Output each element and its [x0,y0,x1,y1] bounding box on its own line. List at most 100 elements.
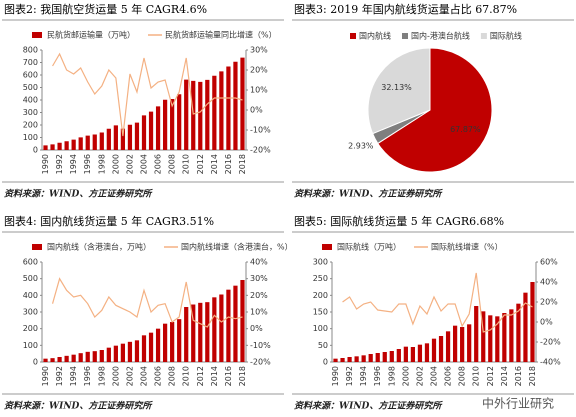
legend-label: 国内-港澳台航线 [411,31,470,41]
bar [375,353,380,362]
bar [134,122,140,150]
x-tick-label: 1998 [97,154,106,174]
x-tick-label: 2012 [196,154,205,174]
legend-swatch [32,32,42,38]
x-tick-label: 2018 [238,366,247,386]
bar [340,358,345,362]
bar [361,355,366,362]
source-note: 资料来源：WIND、方正证券研究所 [4,401,153,412]
bar [184,79,189,150]
bar [354,356,359,362]
bar [474,306,479,362]
x-tick-label: 2016 [224,366,233,386]
y2-tick-label: -10% [250,126,271,135]
source-note: 资料来源：WIND、方正证券研究所 [294,401,443,412]
y2-tick-label: 60% [540,258,558,267]
data-label: 67.87% [450,125,481,134]
y2-tick-label: -20% [540,338,561,347]
x-tick-label: 1990 [331,366,340,386]
legend-swatch [322,244,332,250]
y2-tick-label: 10% [250,308,268,317]
bar [148,332,154,362]
x-tick-label: 2014 [210,366,219,386]
bar [530,282,535,362]
y2-tick-label: 20% [250,291,268,300]
data-label: 32.13% [381,83,412,92]
legend-label: 民航货邮运输量同比增速（%） [165,30,277,40]
bar [516,303,521,362]
bar [205,79,210,150]
y2-tick-label: -20% [250,146,271,155]
bar [403,346,408,362]
x-tick-label: 2002 [125,154,134,174]
y-tick-label: 0 [33,146,38,155]
bar [71,139,76,150]
bar [226,289,231,362]
x-tick-label: 2004 [140,154,149,174]
y-tick-label: 500 [23,274,38,283]
bar [64,355,69,362]
x-tick-label: 2012 [486,366,495,386]
legend-label: 国内航线增速（含港澳台，%） [181,242,293,252]
y-tick-label: 700 [23,58,38,67]
legend-label: 国际航线 [490,31,522,41]
bar [92,134,97,150]
bar [233,285,238,362]
x-tick-label: 2010 [182,154,191,174]
y-tick-label: 0 [33,358,38,367]
y2-tick-label: -10% [250,341,271,350]
x-tick-label: 2016 [224,154,233,174]
legend-label: 国际航线增速（%） [431,242,503,252]
bar [333,358,338,362]
x-tick-label: 1994 [359,366,368,386]
bar [78,353,83,362]
bar [509,309,514,362]
bar [113,345,118,362]
y-tick-label: 200 [313,291,328,300]
bar [170,322,175,362]
x-tick-label: 2004 [430,366,439,386]
y2-tick-label: 30% [250,274,268,283]
x-tick-label: 1998 [97,366,106,386]
bar [64,141,69,150]
bar [71,354,76,362]
bar [368,354,373,362]
bar [219,294,224,362]
x-tick-label: 2016 [514,366,523,386]
bar [177,94,182,150]
bar [438,336,444,362]
bar [191,304,196,362]
bar [99,132,104,150]
bar [347,357,352,362]
bar [127,124,133,150]
bar [488,315,493,362]
y-tick-label: 300 [313,258,328,267]
x-tick-label: 1992 [345,366,354,386]
bar [177,319,182,362]
bar [43,358,48,362]
bar [106,128,111,150]
bar [78,137,83,150]
y2-tick-label: 30% [250,46,268,55]
y-tick-label: 400 [23,291,38,300]
bar [113,125,118,150]
watermark: 中外行业研究 [482,396,554,411]
bar [417,344,423,362]
bar [431,338,437,362]
line [51,277,243,328]
bar [198,302,203,362]
y-tick-label: 100 [313,324,328,333]
bar [155,106,161,150]
bar [184,307,189,362]
bar [127,341,133,362]
x-tick-label: 2002 [125,366,134,386]
y-tick-label: 400 [23,96,38,105]
panel-title: 图表2: 我国航空货运量 5 年 CAGR4.6% [4,2,207,16]
bar [57,142,62,150]
bar [226,66,231,150]
x-tick-label: 1994 [69,366,78,386]
bar [502,313,507,362]
bar [162,99,168,150]
y-tick-label: 100 [23,341,38,350]
